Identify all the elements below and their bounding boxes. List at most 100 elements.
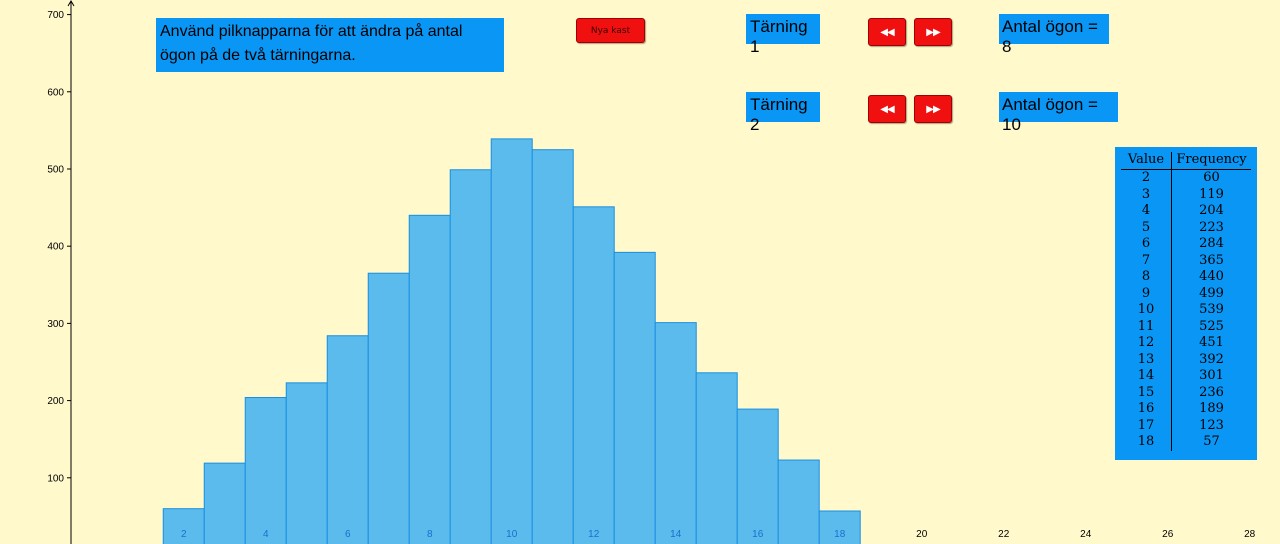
table-header-value: Value	[1121, 152, 1172, 170]
histogram-bar	[777, 459, 820, 544]
histogram-bar	[572, 206, 615, 544]
new-roll-button[interactable]: Nya kast	[576, 18, 645, 43]
histogram-bar	[367, 272, 410, 544]
y-tick-label: 100	[47, 473, 64, 484]
histogram-bar	[285, 382, 328, 544]
x-tick-label: 24	[1080, 529, 1092, 540]
x-tick-label: 8	[427, 529, 433, 540]
table-cell-frequency: 236	[1199, 384, 1224, 400]
x-tick-label: 6	[345, 529, 351, 540]
histogram-bar	[326, 335, 369, 544]
table-cell-frequency: 451	[1199, 335, 1224, 350]
x-tick-label: 22	[998, 529, 1010, 540]
y-tick-label: 500	[47, 164, 64, 175]
x-tick-label: 2	[181, 529, 187, 540]
table-row: 18 57	[1121, 434, 1251, 451]
table-row: 3 119	[1121, 186, 1251, 203]
fast-forward-icon: ▶▶	[926, 26, 940, 38]
x-tick-label: 18	[834, 529, 846, 540]
y-tick-label: 700	[47, 10, 64, 21]
table-row: 2 60	[1121, 169, 1251, 187]
table-cell-frequency: 301	[1199, 368, 1224, 383]
table-cell-frequency: 60	[1203, 170, 1220, 185]
table-row: 6 284	[1121, 236, 1251, 253]
table-cell-value: 17	[1121, 417, 1172, 434]
x-tick-label: 4	[263, 529, 269, 540]
table-cell-value: 16	[1121, 401, 1172, 418]
table-row: 17 123	[1121, 417, 1251, 434]
x-tick-label: 10	[506, 529, 518, 540]
table-cell-frequency: 365	[1199, 252, 1224, 268]
y-tick-label: 600	[47, 87, 64, 98]
die-2-decrease-button[interactable]: ◀◀	[868, 95, 906, 123]
table-cell-value: 6	[1121, 236, 1172, 253]
histogram-bar	[736, 408, 779, 544]
table-row: 15 236	[1121, 384, 1251, 401]
rewind-icon: ◀◀	[880, 26, 894, 38]
table-cell-frequency: 499	[1199, 285, 1224, 301]
table-row: 8 440	[1121, 269, 1251, 286]
histogram-bar	[818, 510, 861, 544]
x-tick-label: 26	[1162, 529, 1174, 540]
y-tick-label: 300	[47, 319, 64, 330]
histogram-bar	[408, 214, 451, 544]
table-row: 10 539	[1121, 302, 1251, 319]
y-tick-label: 400	[47, 242, 64, 253]
x-tick-label: 28	[1244, 529, 1256, 540]
table-cell-frequency: 284	[1199, 236, 1224, 251]
table-cell-value: 9	[1121, 285, 1172, 302]
frequency-table: Value Frequency 2 60 3 119 4 204 5 223 6 284 7 365 8…	[1115, 147, 1257, 460]
table-header-frequency: Frequency	[1171, 152, 1251, 170]
table-cell-frequency: 119	[1199, 186, 1224, 202]
y-axis-arrow-icon	[67, 0, 75, 7]
histogram-bar	[490, 138, 533, 544]
die-2-label: Tärning 2	[746, 92, 820, 134]
histogram-bar	[449, 169, 492, 544]
rewind-icon: ◀◀	[880, 103, 894, 115]
table-cell-value: 12	[1121, 335, 1172, 352]
instructions-text: Använd pilknapparna för att ändra på ant…	[156, 18, 504, 72]
table-cell-value: 4	[1121, 203, 1172, 220]
table-cell-value: 3	[1121, 186, 1172, 203]
die-2-value: Antal ögon = 10	[999, 92, 1118, 134]
table-cell-value: 7	[1121, 252, 1172, 269]
histogram-bar	[162, 508, 205, 544]
table-cell-frequency: 123	[1199, 417, 1224, 433]
table-cell-value: 18	[1121, 434, 1172, 451]
histogram-bar	[695, 372, 738, 544]
table-cell-frequency: 204	[1199, 203, 1224, 218]
table-row: 7 365	[1121, 252, 1251, 269]
table-cell-value: 14	[1121, 368, 1172, 385]
table-row: 9 499	[1121, 285, 1251, 302]
table-cell-value: 13	[1121, 351, 1172, 368]
die-1-decrease-button[interactable]: ◀◀	[868, 18, 906, 46]
x-tick-label: 14	[670, 529, 682, 540]
histogram-bar	[244, 397, 287, 544]
x-tick-label: 20	[916, 529, 928, 540]
table-row: 13 392	[1121, 351, 1251, 368]
table-cell-frequency: 57	[1203, 434, 1220, 449]
x-tick-label: 12	[588, 529, 600, 540]
histogram-bar	[203, 462, 246, 544]
table-cell-value: 8	[1121, 269, 1172, 286]
table-cell-frequency: 223	[1199, 219, 1224, 235]
table-row: 4 204	[1121, 203, 1251, 220]
table-cell-frequency: 189	[1199, 401, 1224, 416]
table-row: 11 525	[1121, 318, 1251, 335]
table-cell-value: 2	[1121, 169, 1172, 187]
table-row: 12 451	[1121, 335, 1251, 352]
histogram-bar	[531, 149, 574, 544]
table-row: 16 189	[1121, 401, 1251, 418]
die-2-increase-button[interactable]: ▶▶	[914, 95, 952, 123]
x-tick-label: 16	[752, 529, 764, 540]
die-1-increase-button[interactable]: ▶▶	[914, 18, 952, 46]
table-cell-frequency: 539	[1199, 302, 1224, 317]
table-cell-frequency: 525	[1199, 318, 1224, 334]
table-cell-value: 15	[1121, 384, 1172, 401]
histogram-bar	[613, 251, 656, 544]
histogram-bar	[654, 322, 697, 544]
table-row: 14 301	[1121, 368, 1251, 385]
die-1-label: Tärning 1	[746, 14, 820, 56]
y-tick-label: 200	[47, 396, 64, 407]
